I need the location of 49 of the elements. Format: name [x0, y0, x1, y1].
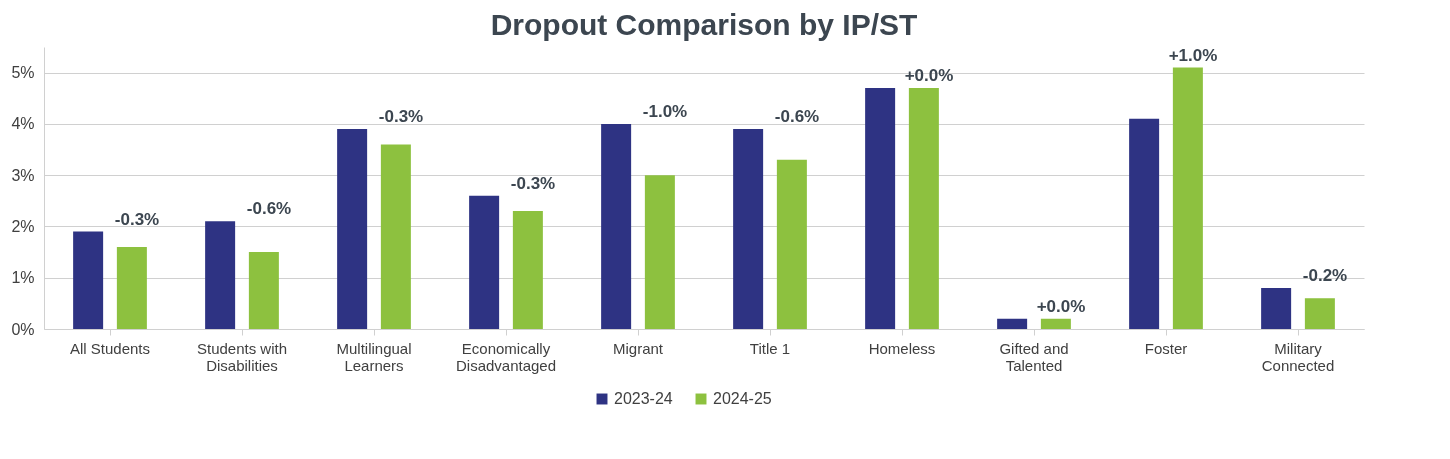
- annotation: -0.3%: [378, 107, 424, 127]
- bar: [601, 123, 632, 329]
- bar: [997, 318, 1028, 329]
- annotation: -0.2%: [1302, 265, 1348, 285]
- x-tick-label: Economically Disadvantaged: [455, 339, 557, 374]
- bar: [733, 129, 764, 329]
- annotation: -0.3%: [510, 173, 556, 193]
- legend-label: 2023-24: [614, 390, 673, 407]
- x-tick-label: Military Connected: [1261, 339, 1335, 374]
- x-tick-label: Title 1: [749, 339, 791, 357]
- annotation: -0.6%: [246, 199, 292, 219]
- x-tick-label: Migrant: [612, 339, 664, 357]
- bar: [644, 175, 675, 329]
- annotation: -0.6%: [774, 107, 820, 127]
- bar: [908, 88, 939, 329]
- bar: [865, 88, 896, 329]
- bar: [469, 195, 500, 329]
- y-tick-label: 3%: [11, 166, 35, 184]
- x-tick-label: Homeless: [868, 339, 936, 357]
- bar: [1129, 118, 1160, 329]
- bar: [337, 129, 368, 329]
- y-tick-label: 0%: [11, 320, 35, 338]
- bar: [1040, 318, 1071, 329]
- annotation: +0.0%: [1036, 296, 1086, 316]
- annotation: -1.0%: [642, 101, 688, 121]
- bar: [1261, 287, 1292, 329]
- x-tick-label: Gifted and Talented: [999, 339, 1069, 374]
- bar: [1304, 298, 1335, 329]
- legend-label: 2024-25: [713, 390, 772, 407]
- y-tick-label: 2%: [11, 217, 35, 235]
- x-tick-label: All Students: [69, 339, 151, 357]
- bar: [116, 246, 147, 329]
- bar: [205, 221, 236, 329]
- bar: [512, 211, 543, 329]
- y-tick-label: 5%: [11, 64, 35, 82]
- x-tick-label: Foster: [1144, 339, 1188, 357]
- y-tick-label: 4%: [11, 115, 35, 133]
- x-tick-label: Multilingual Learners: [336, 339, 412, 374]
- bar: [1172, 67, 1203, 329]
- bar: [248, 252, 279, 329]
- bar: [73, 231, 104, 329]
- x-tick-label: Students with Disabilities: [196, 339, 288, 374]
- bar: [776, 159, 807, 329]
- chart-title: Dropout Comparison by IP/ST: [490, 7, 918, 41]
- annotation: +1.0%: [1168, 45, 1218, 65]
- bar: [380, 144, 411, 329]
- y-tick-label: 1%: [11, 269, 35, 287]
- annotation: -0.3%: [114, 209, 160, 229]
- annotation: +0.0%: [904, 66, 954, 86]
